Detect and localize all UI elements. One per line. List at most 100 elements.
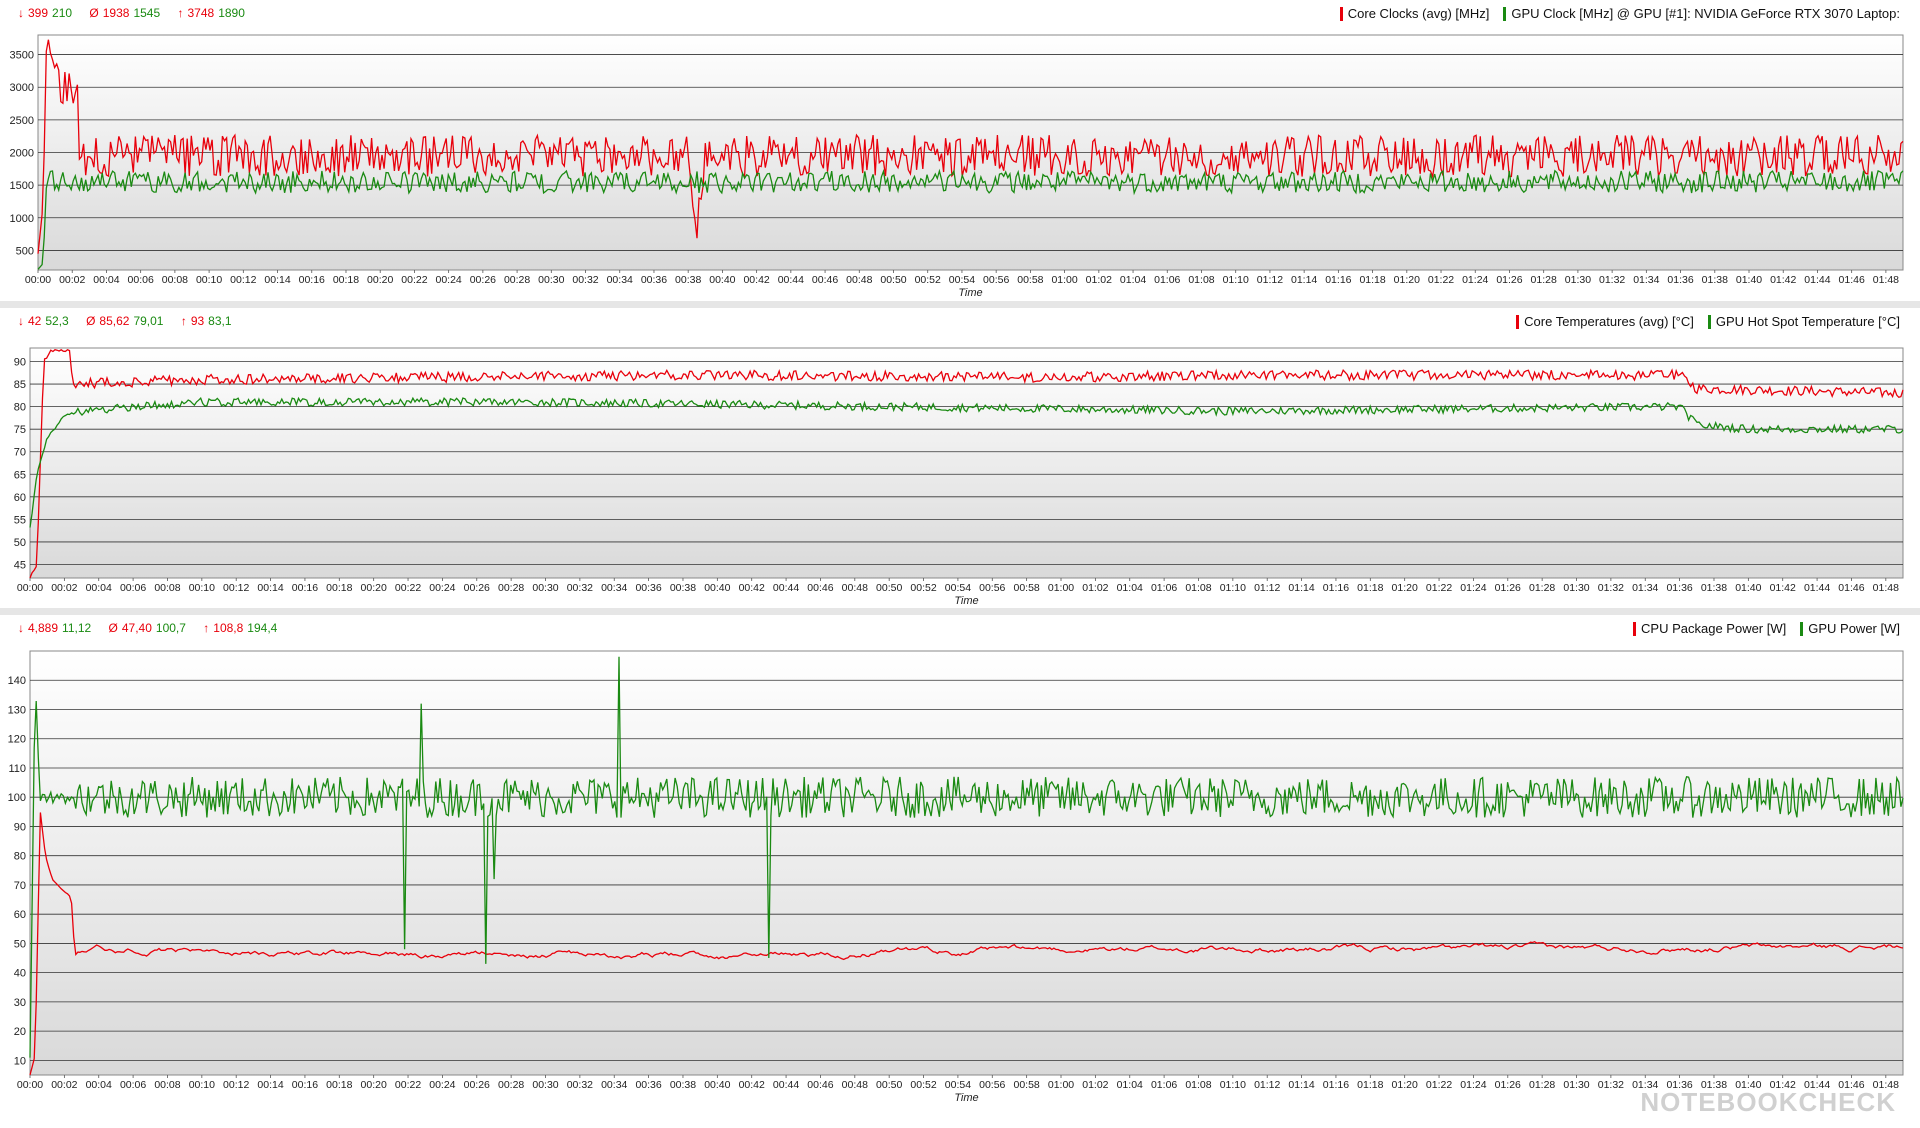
y-tick-label: 70	[14, 447, 26, 459]
legend-item-gpu-clock[interactable]: GPU Clock [MHz] @ GPU [#1]: NVIDIA GeFor…	[1503, 6, 1900, 21]
x-tick-label: 01:02	[1082, 582, 1108, 594]
y-tick-label: 75	[14, 424, 26, 436]
legend-swatch-green	[1707, 314, 1711, 329]
x-tick-label: 01:38	[1701, 582, 1727, 594]
x-tick-label: 00:42	[739, 582, 765, 594]
x-tick-label: 01:14	[1288, 1079, 1314, 1091]
x-tick-label: 01:22	[1428, 274, 1454, 286]
x-tick-label: 00:36	[635, 582, 661, 594]
x-tick-label: 00:56	[979, 582, 1005, 594]
x-tick-label: 00:38	[670, 1079, 696, 1091]
x-tick-label: 00:48	[842, 1079, 868, 1091]
legend-item-core-temperatures[interactable]: Core Temperatures (avg) [°C]	[1516, 314, 1694, 329]
stat-avg-green: 1545	[133, 6, 161, 20]
stat-max-red: 93	[190, 314, 205, 328]
x-tick-label: 00:00	[17, 582, 43, 594]
legend-swatch-red	[1633, 621, 1637, 636]
x-tick-label: 01:42	[1770, 274, 1796, 286]
chart-panel-power: 10 20 30 40 50 60 70 80 90 100 110 120 130 140 00:00 00…	[0, 615, 1920, 1128]
x-tick-label: 01:48	[1873, 1079, 1899, 1091]
x-tick-label: 00:52	[910, 1079, 936, 1091]
x-tick-label: 00:26	[464, 582, 490, 594]
legend-item-cpu-package-power[interactable]: CPU Package Power [W]	[1633, 621, 1786, 636]
series-line-red	[29, 348, 1904, 579]
x-tick-label: 00:12	[230, 274, 256, 286]
x-tick-label: 01:46	[1839, 274, 1865, 286]
stat-avg-label: Ø	[89, 6, 99, 20]
x-tick-label: 01:18	[1357, 1079, 1383, 1091]
x-tick-label: 00:58	[1017, 274, 1043, 286]
legend-item-core-clocks[interactable]: Core Clocks (avg) [MHz]	[1339, 6, 1489, 21]
x-tick-label: 01:28	[1529, 582, 1555, 594]
x-tick-label: 01:26	[1495, 582, 1521, 594]
x-tick-label: 01:30	[1565, 274, 1591, 286]
x-tick-label: 00:28	[498, 582, 524, 594]
x-tick-label: 00:22	[395, 582, 421, 594]
x-tick-label: 00:50	[876, 1079, 902, 1091]
x-tick-label: 01:10	[1220, 582, 1246, 594]
x-tick-label: 01:02	[1086, 274, 1112, 286]
x-tick-label: 01:16	[1325, 274, 1351, 286]
stat-min-green: 52,3	[45, 314, 69, 328]
x-tick-label: 01:08	[1185, 582, 1211, 594]
legend-swatch-red	[1339, 6, 1343, 21]
stat-max-green: 1890	[218, 6, 245, 20]
x-tick-label: 00:34	[601, 1079, 627, 1091]
x-tick-label: 01:40	[1735, 1079, 1761, 1091]
x-tick-label: 01:38	[1701, 1079, 1727, 1091]
x-tick-label: 00:38	[675, 274, 701, 286]
x-tick-label: 01:24	[1460, 1079, 1486, 1091]
x-tick-label: 00:00	[17, 1079, 43, 1091]
x-tick-label: 00:50	[876, 582, 902, 594]
x-tick-label: 01:00	[1048, 1079, 1074, 1091]
x-tick-label: 00:24	[436, 274, 462, 286]
x-tick-label: 00:02	[59, 274, 85, 286]
x-tick-label: 00:36	[641, 274, 667, 286]
stat-max-red: 3748	[187, 6, 215, 20]
series-line-green	[29, 396, 1904, 528]
y-tick-label: 60	[14, 909, 26, 921]
legend-item-gpu-power[interactable]: GPU Power [W]	[1800, 621, 1900, 636]
x-tick-label: 01:20	[1394, 274, 1420, 286]
x-tick-label: 00:32	[567, 1079, 593, 1091]
x-axis-title: Time	[954, 595, 978, 607]
y-tick-label: 2000	[10, 148, 34, 160]
y-tick-label: 3500	[10, 50, 34, 62]
series-line-red	[29, 812, 1904, 1076]
x-tick-label: 00:24	[429, 582, 455, 594]
x-tick-label: 01:16	[1323, 582, 1349, 594]
legend-item-gpu-hotspot[interactable]: GPU Hot Spot Temperature [°C]	[1707, 314, 1900, 329]
stat-max-label: ↑	[177, 6, 184, 20]
x-tick-label: 01:48	[1873, 274, 1899, 286]
x-tick-label: 01:00	[1048, 582, 1074, 594]
x-tick-label: 00:18	[333, 274, 359, 286]
y-tick-label: 2500	[10, 115, 34, 127]
legend-label: CPU Package Power [W]	[1641, 621, 1787, 636]
x-tick-label: 01:40	[1736, 274, 1762, 286]
x-tick-label: 01:20	[1392, 1079, 1418, 1091]
x-tick-label: 01:34	[1632, 1079, 1658, 1091]
x-tick-label: 00:30	[532, 1079, 558, 1091]
x-tick-label: 00:56	[979, 1079, 1005, 1091]
x-tick-label: 01:20	[1392, 582, 1418, 594]
x-tick-label: 00:12	[223, 1079, 249, 1091]
x-tick-label: 00:50	[880, 274, 906, 286]
y-tick-label: 110	[8, 763, 26, 775]
x-tick-label: 01:08	[1185, 1079, 1211, 1091]
x-tick-label: 01:42	[1770, 582, 1796, 594]
x-tick-label: 00:16	[292, 582, 318, 594]
x-tick-label: 01:40	[1735, 582, 1761, 594]
x-tick-label: 00:04	[86, 1079, 112, 1091]
x-tick-label: 01:04	[1117, 582, 1143, 594]
legend: Core Clocks (avg) [MHz] GPU Clock [MHz] …	[1326, 6, 1900, 21]
x-tick-label: 01:26	[1496, 274, 1522, 286]
x-tick-label: 00:20	[361, 1079, 387, 1091]
plot-area	[29, 650, 1904, 1076]
chart-power: 10 20 30 40 50 60 70 80 90 100 110 120 130 140 00:00 00…	[8, 650, 1904, 1104]
x-tick-label: 01:42	[1770, 1079, 1796, 1091]
x-tick-label: 01:24	[1460, 582, 1486, 594]
y-tick-label: 20	[14, 1026, 26, 1038]
x-tick-label: 00:10	[189, 582, 215, 594]
x-tick-label: 00:44	[773, 582, 799, 594]
x-tick-label: 00:24	[429, 1079, 455, 1091]
